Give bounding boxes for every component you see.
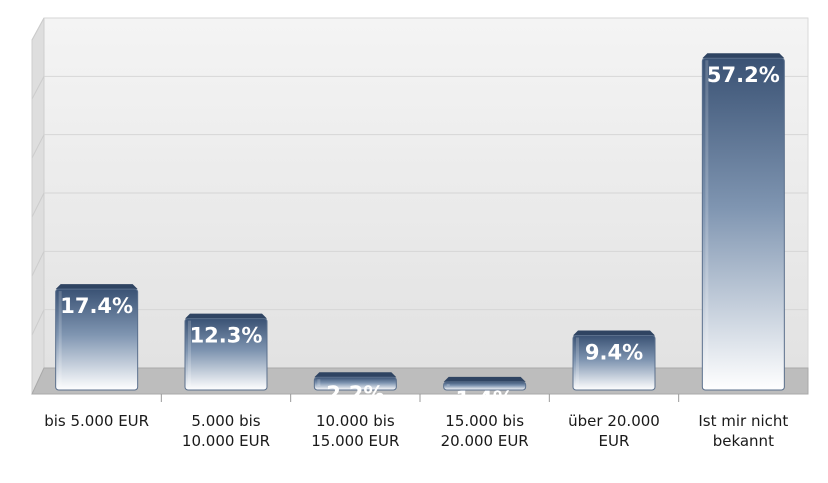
bar (572, 330, 656, 391)
bar (443, 376, 527, 391)
bar-top (314, 372, 397, 378)
bar-body (55, 288, 139, 391)
bar-highlight (317, 379, 321, 386)
bar-highlight (188, 320, 191, 386)
category-labels: bis 5.000 EUR 5.000 bis 10.000 EUR 10.000 b… (44, 412, 788, 450)
gridline-side (31, 134, 45, 159)
bar (55, 284, 139, 391)
data-label: 57.2% (707, 63, 780, 87)
category-label: 5.000 bis 10.000 EUR (182, 412, 270, 450)
data-label: 17.4% (60, 294, 133, 318)
bar (184, 313, 268, 391)
bar (701, 53, 785, 391)
category-label: 10.000 bis 15.000 EUR (311, 412, 399, 450)
gridlines (31, 17, 808, 402)
category-label: über 20.000 EUR (568, 412, 660, 450)
bar-highlight (705, 60, 709, 387)
bar-highlight (576, 337, 579, 386)
bar-body (443, 381, 527, 391)
bar-body (313, 376, 397, 391)
bar-body (184, 318, 268, 391)
gridline-side (31, 17, 45, 41)
bar (313, 372, 397, 391)
data-label: 2.2% (326, 382, 384, 406)
chart-frame (31, 17, 809, 395)
category-label: 15.000 bis 20.000 EUR (441, 412, 529, 450)
bar-top (702, 53, 785, 59)
category-label: Ist mir nicht bekannt (698, 412, 788, 450)
bar-top (573, 330, 655, 336)
category-label: bis 5.000 EUR (44, 412, 149, 430)
gridline-side (31, 251, 45, 277)
gridline-side (31, 76, 45, 100)
bar-highlight (58, 291, 62, 386)
bar-group: 17.4% 12.3% 2.2% 1.4% 9.4% 57.2% (55, 53, 785, 411)
gridline-side (31, 309, 45, 336)
bar-body (701, 57, 785, 391)
bar-body (572, 334, 656, 391)
data-label: 12.3% (190, 324, 263, 348)
gridline-side (31, 192, 45, 218)
bar-highlight (446, 383, 450, 386)
bar-top (55, 284, 138, 290)
floor (31, 367, 809, 395)
bar-top (443, 376, 526, 382)
data-label: 9.4% (585, 340, 643, 364)
data-label: 1.4% (456, 387, 514, 411)
bar-top (185, 313, 267, 319)
